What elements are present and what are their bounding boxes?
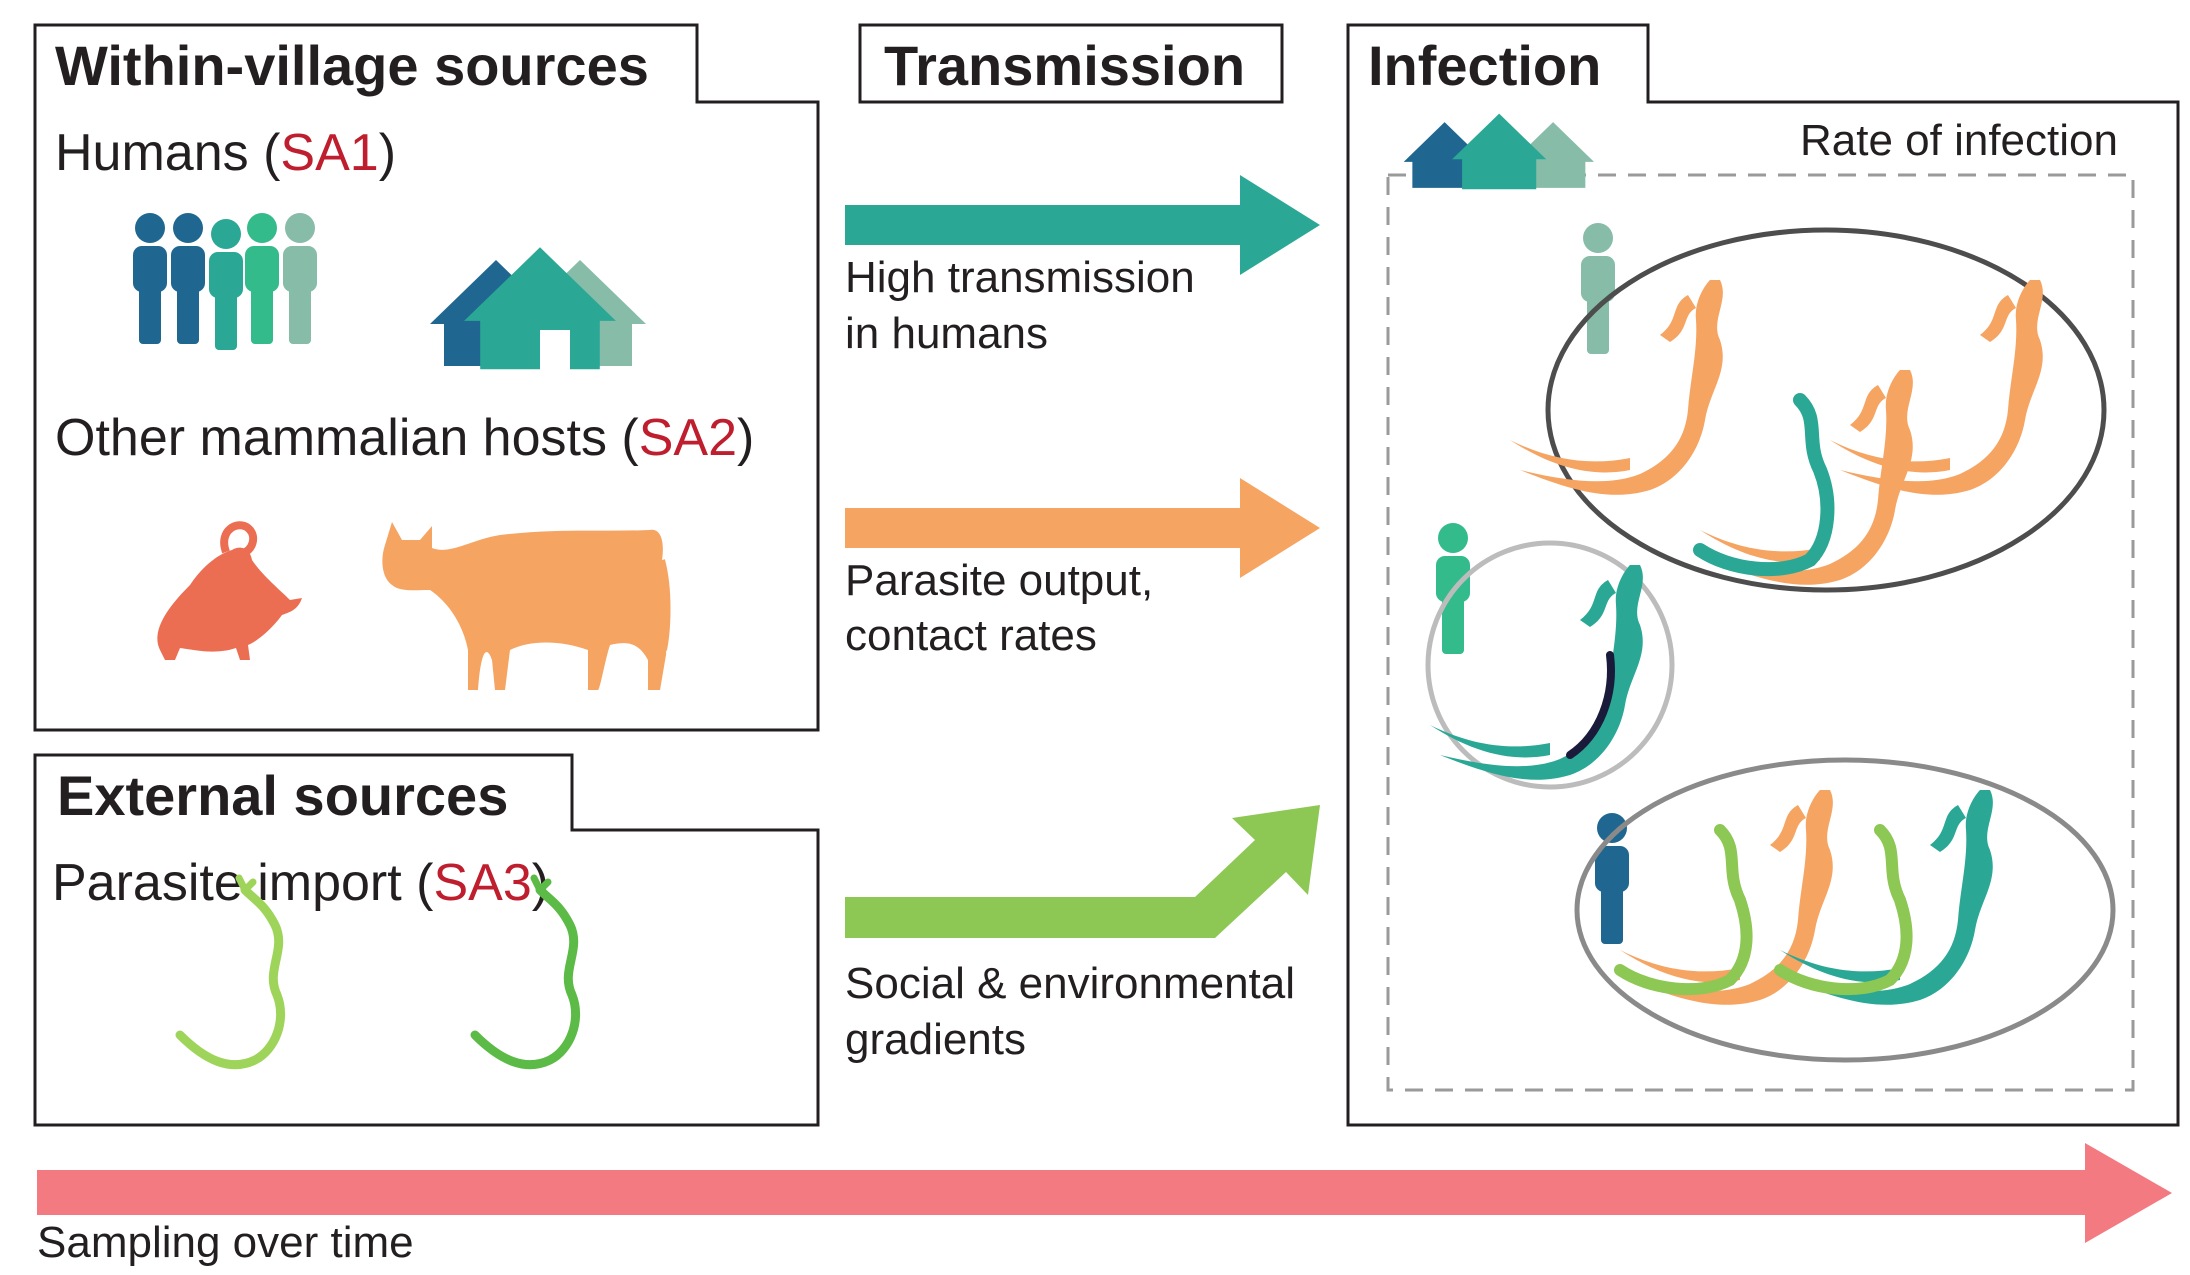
- mammals-label: Other mammalian hosts (SA2): [55, 409, 754, 467]
- arrow-3-line-2: gradients: [845, 1015, 1026, 1064]
- arrow-2-line-2: contact rates: [845, 611, 1097, 660]
- arrow-3-line-1: Social & environmental: [845, 959, 1295, 1008]
- host-3-worm-1: [1614, 790, 1833, 1005]
- within-village-panel: Within-village sources Humans (SA1) Othe…: [33, 23, 820, 732]
- infection-title: Infection: [1368, 34, 1601, 97]
- infection-border: [1346, 23, 2180, 1127]
- arrow-1-line-2: in humans: [845, 309, 1048, 358]
- high-transmission-arrow: [845, 175, 1320, 275]
- humans-label: Humans (SA1): [55, 124, 396, 182]
- arrow-2-line-1: Parasite output,: [845, 556, 1153, 605]
- arrow-1-line-1: High transmission: [845, 253, 1195, 302]
- within-village-border: [33, 23, 820, 732]
- host-1-worm-2: [1693, 370, 1913, 585]
- transmission-title: Transmission: [884, 34, 1245, 97]
- host-1-worm-3: [1830, 280, 2043, 495]
- social-gradient-arrow: [845, 805, 1320, 938]
- external-title: External sources: [57, 764, 508, 827]
- infection-panel: Infection Rate of infection: [1346, 23, 2180, 1127]
- rodent-icon: [157, 521, 302, 660]
- external-border: [33, 753, 820, 1127]
- rate-of-infection-label: Rate of infection: [1800, 116, 2118, 165]
- host-1-worm-burden-ellipse: [1545, 227, 2107, 593]
- sampling-timeline: Sampling over time: [37, 1143, 2172, 1267]
- host-3-worm-2: [1774, 790, 1993, 1005]
- host-1-icon: [1581, 223, 1615, 354]
- host-3-worm-burden-ellipse: [1574, 757, 2116, 1063]
- sampling-over-time-label: Sampling over time: [37, 1218, 414, 1267]
- parasite-output-arrow: [845, 478, 1320, 578]
- within-village-title: Within-village sources: [55, 34, 649, 97]
- transmission-panel: Transmission High transmission in humans…: [845, 23, 1320, 1064]
- human-group-icon: [133, 213, 317, 350]
- village-boundary: [1386, 173, 2135, 1092]
- sampling-over-time-arrow: [37, 1143, 2172, 1243]
- village-houses-icon: [430, 247, 646, 370]
- host-2-worm-1: [1430, 565, 1643, 780]
- host-1-worm-1: [1510, 280, 1723, 495]
- cow-icon: [382, 522, 671, 690]
- small-village-houses-icon: [1403, 113, 1595, 190]
- external-panel: External sources Parasite import (SA3): [33, 753, 820, 1127]
- import-label: Parasite import (SA3): [52, 854, 549, 912]
- host-2-worm-burden-circle: [1425, 540, 1675, 790]
- transmission-title-box: [858, 23, 1284, 104]
